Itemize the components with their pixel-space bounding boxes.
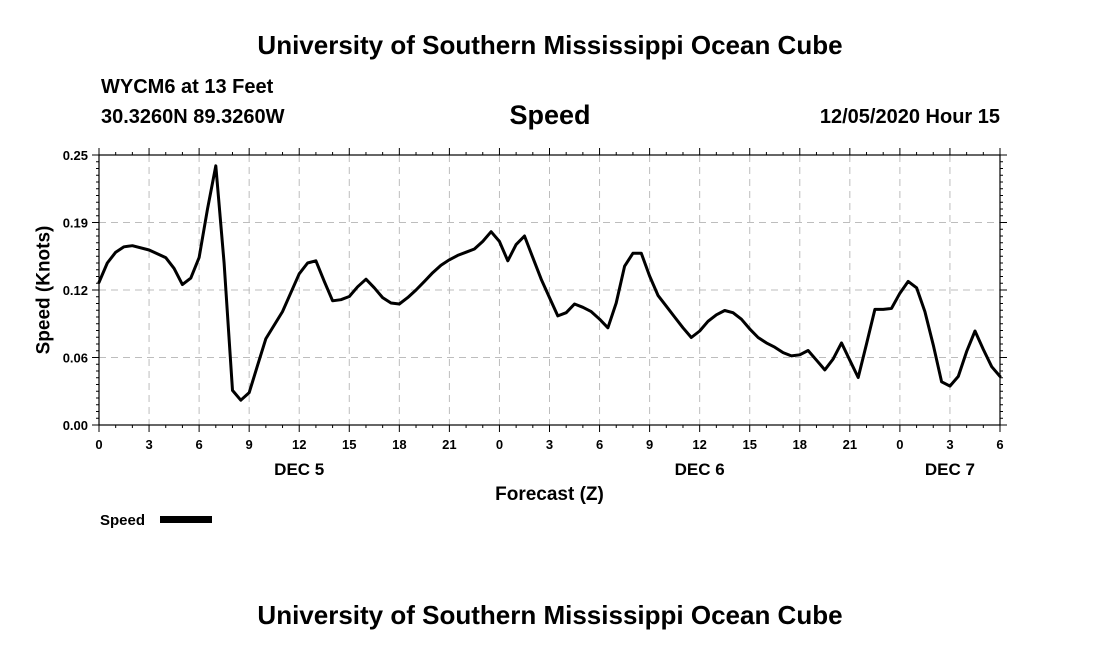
station-label: WYCM6 at 13 Feet <box>101 76 274 98</box>
y-tick-label: 0.00 <box>63 418 88 433</box>
x-tick-label: 12 <box>692 437 706 452</box>
coordinates-label: 30.3260N 89.3260W <box>101 106 285 128</box>
x-tick-label: 0 <box>95 437 102 452</box>
x-tick-label: 3 <box>145 437 152 452</box>
day-label: DEC 6 <box>675 460 725 479</box>
x-tick-label: 12 <box>292 437 306 452</box>
x-tick-label: 18 <box>392 437 406 452</box>
y-tick-label: 0.25 <box>63 148 88 163</box>
legend-swatch <box>160 516 212 523</box>
y-axis-title: Speed (Knots) <box>34 226 55 355</box>
x-tick-label: 15 <box>742 437 756 452</box>
x-tick-label: 6 <box>996 437 1003 452</box>
x-tick-label: 21 <box>843 437 857 452</box>
page-title: University of Southern Mississippi Ocean… <box>257 30 843 60</box>
plot-frame <box>98 154 1001 426</box>
x-tick-label: 18 <box>793 437 807 452</box>
day-label: DEC 7 <box>925 460 975 479</box>
legend-label: Speed <box>100 512 145 529</box>
x-tick-label: 0 <box>496 437 503 452</box>
day-label: DEC 5 <box>274 460 324 479</box>
chart-labels: 0.00 0.06 0.12 0.19 0.25 0 3 6 9 12 15 18 21 0 3 6 9 12 15… <box>63 148 1004 479</box>
x-tick-label: 9 <box>646 437 653 452</box>
x-tick-label: 15 <box>342 437 356 452</box>
x-tick-label: 21 <box>442 437 456 452</box>
x-axis-title: Forecast (Z) <box>495 484 604 505</box>
y-tick-label: 0.19 <box>63 216 88 231</box>
speed-series-line <box>97 164 1002 402</box>
issued-time-label: 12/05/2020 Hour 15 <box>819 106 1000 128</box>
x-tick-label: 3 <box>546 437 553 452</box>
y-tick-label: 0.12 <box>63 283 88 298</box>
footer-title: University of Southern Mississippi Ocean… <box>257 600 843 630</box>
x-tick-label: 6 <box>195 437 202 452</box>
x-tick-label: 9 <box>246 437 253 452</box>
chart-series <box>97 164 1002 402</box>
chart-legend: Speed <box>100 512 212 529</box>
x-tick-label: 6 <box>596 437 603 452</box>
x-tick-label: 0 <box>896 437 903 452</box>
chart-title: Speed <box>509 100 591 130</box>
chart-grid <box>99 155 1000 425</box>
x-tick-label: 3 <box>946 437 953 452</box>
y-tick-label: 0.06 <box>63 351 88 366</box>
